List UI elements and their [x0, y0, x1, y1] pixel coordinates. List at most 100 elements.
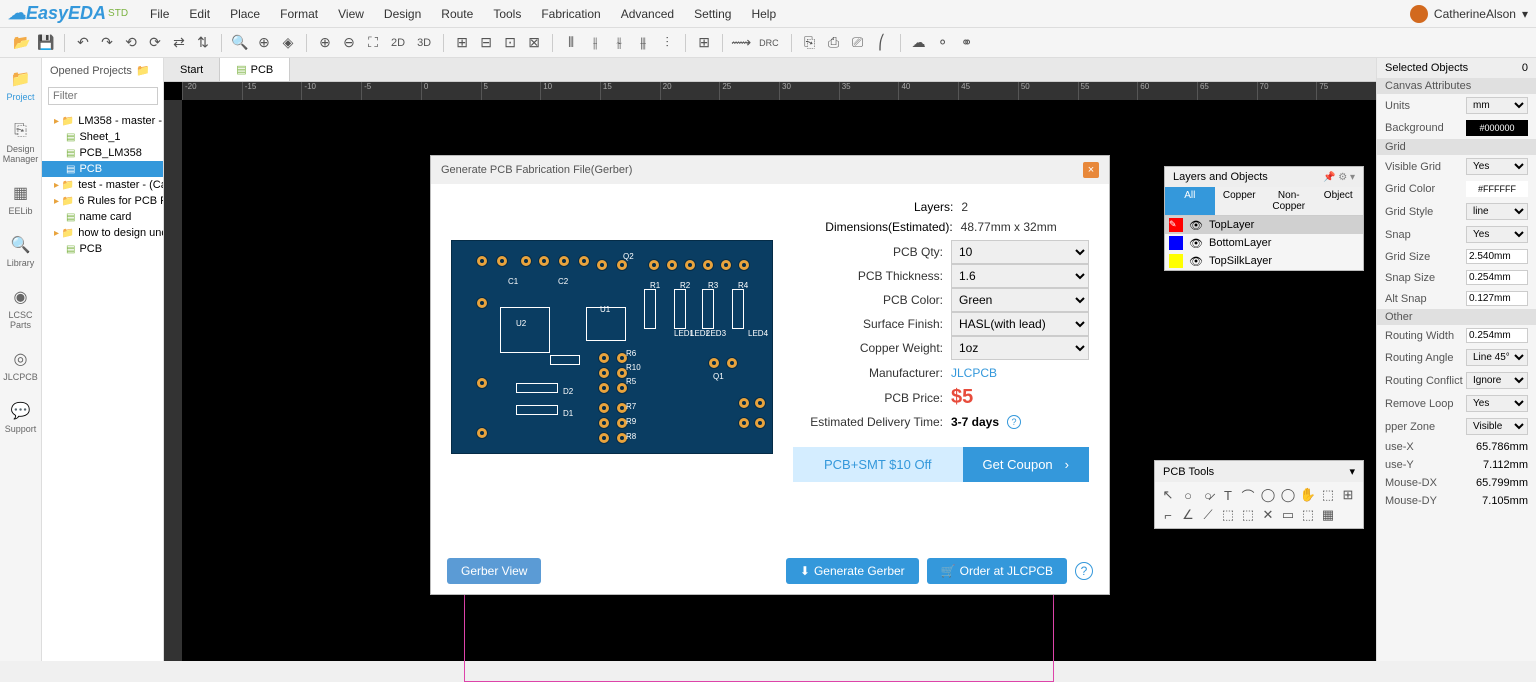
open-icon[interactable]: 📂 — [12, 33, 32, 53]
export-icon[interactable]: ⎘ — [800, 33, 820, 53]
pcbtool-icon[interactable]: ↖ — [1159, 486, 1177, 504]
zoom-out-icon[interactable]: ⊖ — [339, 33, 359, 53]
color-swatch[interactable]: #FFFFFF — [1466, 181, 1528, 197]
property-input[interactable] — [1466, 328, 1528, 343]
property-select[interactable]: Yes — [1466, 395, 1528, 412]
sidebar-eelib[interactable]: ▦EELib — [8, 182, 32, 216]
pcbtool-icon[interactable]: ○ — [1179, 486, 1197, 504]
layers-tab-non-copper[interactable]: Non-Copper — [1264, 187, 1314, 216]
sidebar-library[interactable]: 🔍Library — [7, 234, 35, 268]
property-select[interactable]: Ignore — [1466, 372, 1528, 389]
pcbtool-icon[interactable]: ▦ — [1319, 506, 1337, 524]
undo-icon[interactable]: ↶ — [73, 33, 93, 53]
tree-item[interactable]: ▸ 📁6 Rules for PCB Rou — [42, 193, 163, 209]
layers-tab-copper[interactable]: Copper — [1215, 187, 1265, 216]
pcbtool-icon[interactable]: ⊞ — [1339, 486, 1357, 504]
layers-tab-object[interactable]: Object — [1314, 187, 1364, 216]
tree-item[interactable]: ▤PCB — [42, 241, 163, 257]
search-icon[interactable]: 🔍 — [230, 33, 250, 53]
export-icon[interactable]: ⎙ — [824, 33, 844, 53]
property-select[interactable]: Visible — [1466, 418, 1528, 435]
menu-tools[interactable]: Tools — [483, 3, 531, 25]
flip-h-icon[interactable]: ⇄ — [169, 33, 189, 53]
share-icon[interactable]: ⚬ — [933, 33, 953, 53]
sidebar-design-manager[interactable]: ⎘Design Manager — [0, 120, 41, 164]
align-icon[interactable]: ⊠ — [524, 33, 544, 53]
menu-help[interactable]: Help — [741, 3, 786, 25]
dist-icon[interactable]: ⫴ — [561, 33, 581, 53]
form-select[interactable]: 1oz — [951, 336, 1089, 360]
form-select[interactable]: Green — [951, 288, 1089, 312]
property-select[interactable]: mm — [1466, 97, 1528, 114]
property-select[interactable]: Yes — [1466, 158, 1528, 175]
fit-icon[interactable]: ⛶ — [363, 33, 383, 53]
color-swatch[interactable]: #000000 — [1466, 120, 1528, 136]
export-icon[interactable]: ⎛ — [872, 33, 892, 53]
pcbtool-icon[interactable]: ✕ — [1259, 506, 1277, 524]
help-icon[interactable]: ? — [1075, 562, 1093, 580]
property-select[interactable]: Yes — [1466, 226, 1528, 243]
panel-controls[interactable]: 📌 ⚙ ▾ — [1323, 172, 1355, 183]
manufacturer-link[interactable]: JLCPCB — [951, 366, 997, 380]
dist-icon[interactable]: ⫵ — [633, 33, 653, 53]
property-select[interactable]: line — [1466, 203, 1528, 220]
sidebar-lcsc-parts[interactable]: ◉LCSC Parts — [0, 286, 41, 330]
tree-item[interactable]: ▤name card — [42, 209, 163, 225]
sidebar-jlcpcb[interactable]: ◎JLCPCB — [3, 348, 38, 382]
pcbtool-icon[interactable]: ⬚ — [1219, 506, 1237, 524]
layer-icon[interactable]: ◈ — [278, 33, 298, 53]
flip-v-icon[interactable]: ⇅ — [193, 33, 213, 53]
visibility-icon[interactable]: 👁 — [1189, 255, 1203, 268]
pcbtool-icon[interactable]: ✋ — [1299, 486, 1317, 504]
layer-row[interactable]: 👁TopSilkLayer — [1165, 252, 1363, 270]
property-input[interactable] — [1466, 270, 1528, 285]
tab-start[interactable]: Start — [164, 58, 220, 81]
pcbtool-icon[interactable]: ○̷ — [1199, 486, 1217, 504]
visibility-icon[interactable]: 👁 — [1189, 219, 1203, 232]
pcbtool-icon[interactable]: ◯ — [1259, 486, 1277, 504]
crosshair-icon[interactable]: ⊕ — [254, 33, 274, 53]
align-icon[interactable]: ⊡ — [500, 33, 520, 53]
property-select[interactable]: Line 45° — [1466, 349, 1528, 366]
pcbtool-icon[interactable]: ⌒ — [1239, 486, 1257, 504]
pcbtool-icon[interactable]: ◯ — [1279, 486, 1297, 504]
menu-format[interactable]: Format — [270, 3, 328, 25]
dist-icon[interactable]: ⫲ — [585, 33, 605, 53]
visibility-icon[interactable]: 👁 — [1189, 237, 1203, 250]
layer-row[interactable]: 👁BottomLayer — [1165, 234, 1363, 252]
menu-design[interactable]: Design — [374, 3, 431, 25]
dist-icon[interactable]: ⫶ — [657, 33, 677, 53]
menu-advanced[interactable]: Advanced — [611, 3, 684, 25]
property-input[interactable] — [1466, 249, 1528, 264]
align-icon[interactable]: ⊞ — [452, 33, 472, 53]
user-menu[interactable]: CatherineAlson ▾ — [1410, 5, 1528, 23]
zoom-in-icon[interactable]: ⊕ — [315, 33, 335, 53]
align-icon[interactable]: ⊟ — [476, 33, 496, 53]
property-input[interactable] — [1466, 291, 1528, 306]
sidebar-support[interactable]: 💬Support — [5, 400, 37, 434]
folder-icon[interactable]: 📁 — [136, 64, 150, 77]
pcbtool-icon[interactable]: ▭ — [1279, 506, 1297, 524]
menu-edit[interactable]: Edit — [179, 3, 220, 25]
sidebar-project[interactable]: 📁Project — [6, 68, 34, 102]
network-icon[interactable]: ⚭ — [957, 33, 977, 53]
tree-item[interactable]: ▸ 📁how to design uncon — [42, 225, 163, 241]
menu-place[interactable]: Place — [220, 3, 270, 25]
layer-row[interactable]: ✎👁TopLayer — [1165, 216, 1363, 234]
menu-view[interactable]: View — [328, 3, 374, 25]
rotate-right-icon[interactable]: ⟳ — [145, 33, 165, 53]
menu-fabrication[interactable]: Fabrication — [531, 3, 610, 25]
form-select[interactable]: HASL(with lead) — [951, 312, 1089, 336]
drc-button[interactable]: DRC — [755, 38, 783, 48]
redo-icon[interactable]: ↷ — [97, 33, 117, 53]
view-3d[interactable]: 3D — [413, 37, 435, 49]
tree-item[interactable]: ▸ 📁test - master - (Cathe — [42, 177, 163, 193]
info-icon[interactable]: ? — [1007, 415, 1021, 429]
tree-item[interactable]: ▤PCB — [42, 161, 163, 177]
close-button[interactable]: × — [1083, 162, 1099, 178]
layers-tab-all[interactable]: All — [1165, 187, 1215, 216]
export-icon[interactable]: ⎚ — [848, 33, 868, 53]
menu-route[interactable]: Route — [431, 3, 483, 25]
chevron-icon[interactable]: ▾ — [1349, 465, 1355, 478]
tree-item[interactable]: ▤PCB_LM358 — [42, 145, 163, 161]
